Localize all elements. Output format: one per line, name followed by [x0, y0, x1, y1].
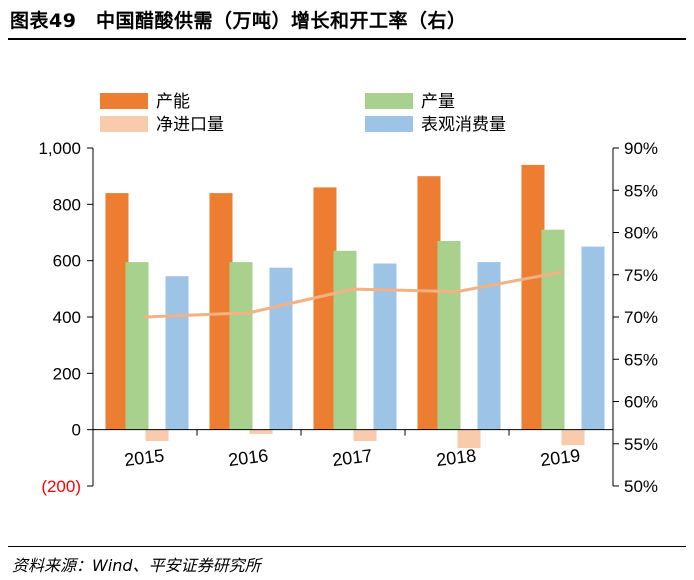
category-label-0: 2015 [123, 445, 165, 470]
legend-label-3: 表观消费量 [421, 115, 506, 134]
bar-0-0 [105, 193, 129, 430]
bar-1-1 [229, 262, 253, 430]
utilization-point-2 [351, 287, 355, 291]
bar-1-2 [333, 250, 357, 430]
chart-title: 图表49 中国醋酸供需（万吨）增长和开工率（右） [10, 10, 467, 32]
category-label-3: 2018 [435, 445, 477, 470]
bar-1-3 [437, 241, 461, 430]
legend-swatch-3 [365, 116, 413, 132]
bar-2-2 [353, 429, 377, 441]
category-label-4: 2019 [539, 445, 581, 470]
left-tick-label-4: 200 [53, 364, 81, 383]
legend-label-1: 产量 [421, 92, 455, 111]
category-label-1: 2016 [227, 445, 269, 470]
axes: 1,000 800 600 400 200 0 (200) 90% 85% 80% 75% 70% 65… [38, 139, 658, 496]
bar-0-1 [209, 193, 233, 430]
utilization-point-3 [455, 290, 459, 294]
right-tick-label-4: 70% [624, 308, 658, 327]
bar-1-0 [125, 262, 149, 430]
source-note: 资料来源：Wind、平安证券研究所 [12, 556, 261, 575]
source-rule [8, 546, 686, 547]
bar-2-4 [561, 429, 585, 446]
bar-0-4 [521, 164, 545, 430]
left-tick-label-5: 0 [72, 421, 81, 440]
bar-0-2 [313, 187, 337, 430]
title-rule [8, 38, 686, 40]
utilization-point-4 [559, 270, 563, 274]
utilization-line-layer [143, 270, 563, 319]
bar-2-3 [457, 429, 481, 448]
utilization-point-1 [247, 311, 251, 315]
right-tick-label-8: 50% [624, 477, 658, 496]
right-tick-label-1: 85% [624, 181, 658, 200]
right-tick-label-2: 80% [624, 224, 658, 243]
legend-label-0: 产能 [156, 92, 190, 111]
bar-3-0 [165, 276, 189, 430]
left-tick-label-1: 800 [53, 195, 81, 214]
utilization-point-0 [143, 315, 147, 319]
bar-3-2 [373, 263, 397, 430]
bar-2-0 [145, 429, 169, 441]
bar-3-4 [581, 246, 605, 430]
left-tick-label-0: 1,000 [38, 139, 81, 158]
category-label-2: 2017 [331, 445, 373, 470]
left-tick-label-3: 400 [53, 308, 81, 327]
right-tick-label-7: 55% [624, 435, 658, 454]
legend-swatch-2 [100, 116, 148, 132]
bars [105, 164, 605, 448]
bar-0-3 [417, 176, 441, 430]
right-tick-label-5: 65% [624, 350, 658, 369]
legend-label-2: 净进口量 [156, 115, 224, 134]
legend-swatch-0 [100, 93, 148, 109]
legend-swatch-1 [365, 93, 413, 109]
bar-3-3 [477, 262, 501, 430]
left-tick-label-2: 600 [53, 252, 81, 271]
right-tick-label-3: 75% [624, 266, 658, 285]
right-tick-label-0: 90% [624, 139, 658, 158]
bar-3-1 [269, 267, 293, 430]
left-tick-label-6: (200) [41, 477, 81, 496]
bar-2-1 [249, 429, 273, 434]
right-tick-label-6: 60% [624, 393, 658, 412]
bar-1-4 [541, 229, 565, 430]
